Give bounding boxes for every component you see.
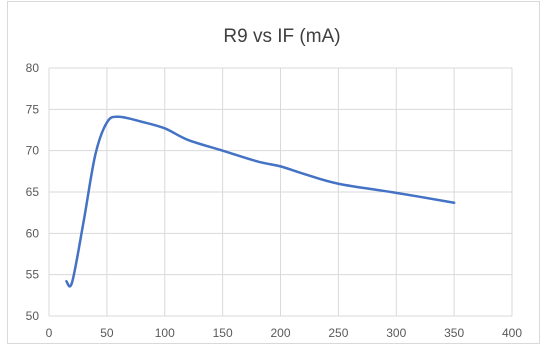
series-line — [65, 115, 456, 288]
x-tick-label: 150 — [213, 326, 233, 340]
y-tick-label: 50 — [26, 309, 40, 323]
series-group — [65, 115, 456, 288]
y-tick-label: 70 — [26, 144, 40, 158]
chart-title: R9 vs IF (mA) — [223, 26, 340, 47]
x-axis: 0 50 100 150 200 250 300 350 400 — [46, 326, 523, 340]
x-tick-label: 200 — [270, 326, 290, 340]
x-tick-label: 300 — [386, 326, 406, 340]
y-tick-label: 55 — [26, 268, 40, 282]
y-tick-label: 75 — [26, 102, 40, 116]
x-tick-label: 250 — [328, 326, 348, 340]
y-tick-label: 80 — [26, 61, 40, 75]
x-tick-label: 400 — [502, 326, 522, 340]
y-tick-label: 60 — [26, 226, 40, 240]
chart-area — [7, 1, 540, 344]
x-tick-label: 100 — [155, 326, 175, 340]
gridlines — [48, 67, 513, 317]
y-tick-label: 65 — [26, 185, 40, 199]
x-tick-label: 50 — [100, 326, 114, 340]
x-tick-label: 350 — [444, 326, 464, 340]
y-axis: 50 55 60 65 70 75 80 — [26, 61, 40, 323]
x-tick-label: 0 — [46, 326, 53, 340]
